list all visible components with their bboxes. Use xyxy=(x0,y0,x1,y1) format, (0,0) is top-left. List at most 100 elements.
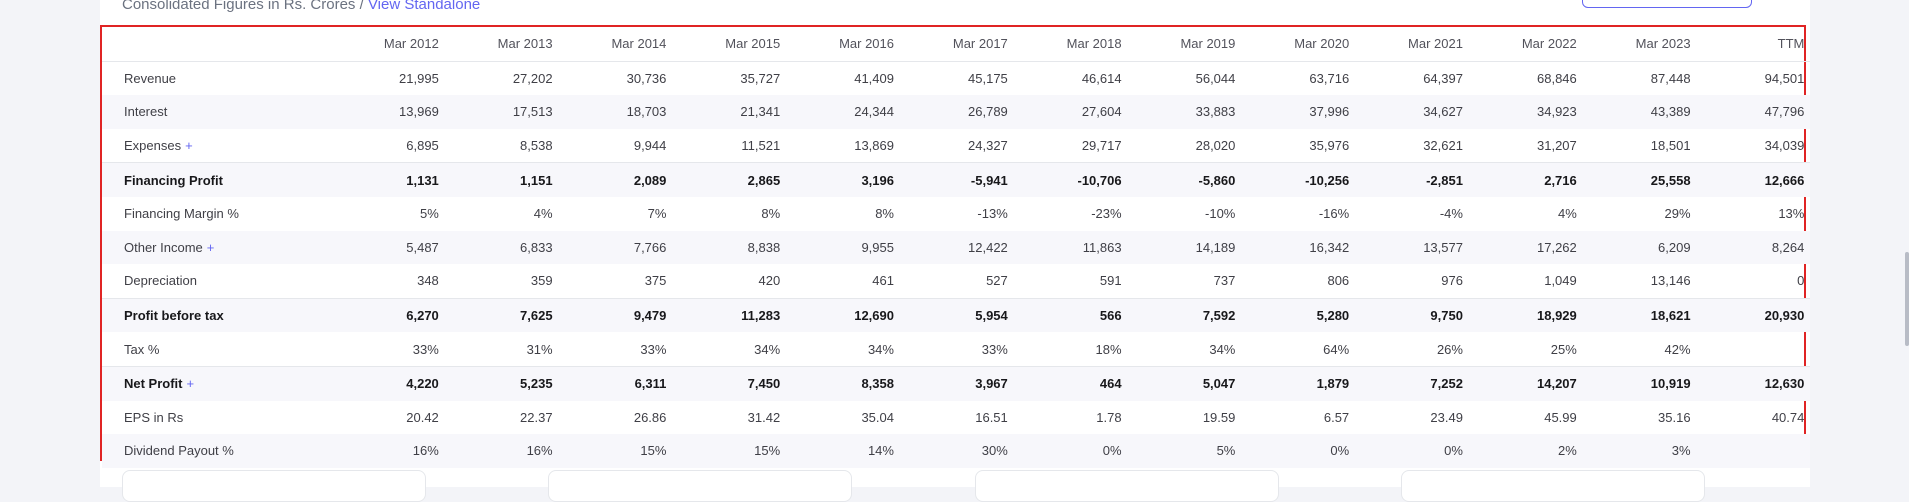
row-label-cell: EPS in Rs xyxy=(102,401,331,435)
value-cell: 33% xyxy=(412,341,439,357)
value-cell: 12,422 xyxy=(899,230,1014,265)
table-row: Interest 13,969 17,513 18,703 21,341 24,344 26… xyxy=(102,95,1811,129)
value-cell: 35.04 xyxy=(861,409,894,425)
value-cell: 1,879 xyxy=(1241,365,1356,401)
value-cell: 1,049 xyxy=(1544,273,1577,289)
value-cell: 25,558 xyxy=(1582,162,1697,197)
value-cell: 0 xyxy=(1797,273,1805,289)
row-label-cell: Financing Profit xyxy=(102,162,331,197)
value-cell: -16% xyxy=(1318,206,1350,222)
value-cell: 18,501 xyxy=(1650,138,1691,154)
value-cell: 30,736 xyxy=(626,70,667,86)
table-row: Other Income +5,487 6,833 7,766 8,838 9,955 12… xyxy=(102,230,1811,265)
row-label: Net Profit xyxy=(124,376,183,392)
row-label: Depreciation xyxy=(124,273,197,289)
value-cell: 18,621 xyxy=(1582,297,1697,333)
value-cell: 35,727 xyxy=(740,70,781,86)
value-cell: 37,996 xyxy=(1241,95,1356,129)
value-cell: 4% xyxy=(1557,206,1577,222)
value-cell: 9,479 xyxy=(558,297,673,333)
value-cell: 32,621 xyxy=(1423,138,1463,154)
ratio-card xyxy=(122,470,426,502)
value-cell: 43,389 xyxy=(1582,95,1697,129)
value-cell: 17,262 xyxy=(1468,230,1583,265)
row-label: Financing Profit xyxy=(124,172,223,188)
value-cell: 7,766 xyxy=(558,230,673,265)
value-cell: 14,207 xyxy=(1468,365,1583,401)
value-cell: 35.16 xyxy=(1658,409,1691,425)
value-cell: 18,929 xyxy=(1468,297,1583,333)
view-standalone-link[interactable]: View Standalone xyxy=(367,0,481,13)
row-label-cell: Dividend Payout % xyxy=(102,434,331,468)
value-cell: 5,954 xyxy=(899,297,1014,333)
value-cell: 13% xyxy=(1778,206,1805,222)
value-cell: -10% xyxy=(1205,206,1236,222)
row-label-cell: Depreciation xyxy=(102,264,331,298)
value-cell: 27,202 xyxy=(512,70,553,86)
year-column-header: Mar 2022 xyxy=(1468,27,1583,62)
value-cell: 13,969 xyxy=(331,95,445,129)
value-cell: 20.42 xyxy=(406,409,439,425)
value-cell: 12,690 xyxy=(786,297,900,333)
figures-subtitle: Consolidated Figures in Rs. Crores / Vie… xyxy=(122,0,480,13)
value-cell: 13,869 xyxy=(854,138,894,154)
value-cell: 5,047 xyxy=(1127,365,1242,401)
row-label-cell[interactable]: Expenses + xyxy=(102,129,331,163)
expand-plus-icon[interactable]: + xyxy=(206,239,215,255)
value-cell: 17,513 xyxy=(444,95,559,129)
value-cell: 3,196 xyxy=(786,162,900,197)
row-label-cell: Profit before tax xyxy=(102,297,331,333)
table-row: Financing Margin % 5% 4% 7% 8% 8% -13% -23% -10%… xyxy=(102,197,1810,231)
ratio-card xyxy=(975,470,1279,502)
value-cell: 10,919 xyxy=(1582,365,1697,401)
value-cell: 6,895 xyxy=(406,138,439,154)
value-cell: 2% xyxy=(1468,434,1583,468)
year-column-header: Mar 2016 xyxy=(786,27,900,62)
table-row: Depreciation 348 359 375 420 461 527 591 737 806 9… xyxy=(102,264,1810,298)
row-label: Expenses xyxy=(124,138,182,154)
value-cell: 7% xyxy=(647,206,667,222)
value-cell: 12,666 xyxy=(1696,162,1811,197)
value-cell: 7,592 xyxy=(1127,297,1242,333)
row-label: Financing Margin % xyxy=(124,206,239,222)
value-cell: -13% xyxy=(977,206,1008,222)
row-label: Revenue xyxy=(124,70,177,86)
value-cell: 8% xyxy=(761,206,781,222)
value-cell: 16% xyxy=(331,434,445,468)
table-header-row: Mar 2012 Mar 2013 Mar 2014 Mar 2015 Mar 2016… xyxy=(102,27,1811,62)
page-scrollbar-thumb[interactable] xyxy=(1905,252,1909,346)
value-cell: 15% xyxy=(672,434,787,468)
value-cell: 976 xyxy=(1441,273,1463,289)
toolbar-button[interactable] xyxy=(1582,0,1752,8)
year-column-header: Mar 2018 xyxy=(1013,27,1128,62)
value-cell: 8,264 xyxy=(1696,230,1811,265)
value-cell: 5,235 xyxy=(444,365,559,401)
row-label-header xyxy=(102,27,331,62)
value-cell: 11,863 xyxy=(1013,230,1128,265)
value-cell: 5% xyxy=(1127,434,1242,468)
expand-plus-icon[interactable]: + xyxy=(185,138,193,154)
value-cell: 31,207 xyxy=(1537,138,1577,154)
value-cell: 4% xyxy=(533,206,553,222)
row-label-cell[interactable]: Net Profit + xyxy=(102,365,331,401)
value-cell: 19.59 xyxy=(1202,409,1236,425)
row-label-cell: Financing Margin % xyxy=(102,197,331,231)
year-column-header: TTM xyxy=(1696,27,1811,62)
row-label-cell[interactable]: Other Income + xyxy=(102,230,331,265)
value-cell: 16.51 xyxy=(975,409,1008,425)
expand-plus-icon[interactable]: + xyxy=(186,376,195,392)
value-cell: -4% xyxy=(1439,206,1463,222)
value-cell: 23.49 xyxy=(1430,409,1463,425)
value-cell: 566 xyxy=(1013,297,1128,333)
table-row: Financing Profit 1,131 1,151 2,089 2,865 3,19… xyxy=(102,162,1811,197)
value-cell: 21,341 xyxy=(672,95,787,129)
value-cell: 12,630 xyxy=(1696,365,1811,401)
year-column-header: Mar 2020 xyxy=(1241,27,1356,62)
value-cell: 3% xyxy=(1582,434,1697,468)
value-cell: 26% xyxy=(1436,341,1463,357)
value-cell: 9,750 xyxy=(1355,297,1469,333)
value-cell: 8,838 xyxy=(672,230,787,265)
value-cell xyxy=(1696,434,1811,468)
value-cell: 0% xyxy=(1241,434,1356,468)
value-cell: 7,252 xyxy=(1355,365,1469,401)
